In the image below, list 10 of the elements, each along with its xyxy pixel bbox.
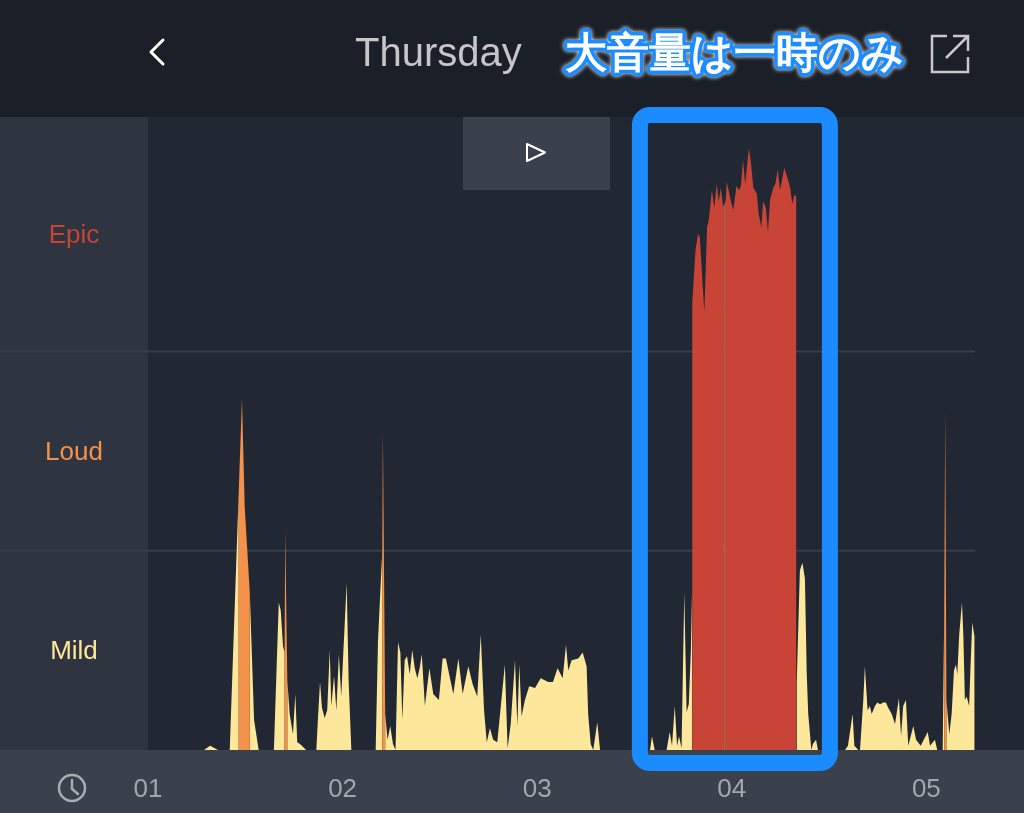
text: Epic — [48, 219, 100, 250]
x-tick-label: 05 — [911, 773, 941, 803]
x-tick-label: 02 — [328, 773, 358, 803]
text: Mild — [50, 635, 98, 666]
x-tick-label: 04 — [717, 773, 747, 803]
chart-title: Thursday — [355, 30, 522, 74]
x-tick-label: 01 — [133, 773, 163, 803]
text: Loud — [45, 436, 103, 467]
annotation: 大音量は一時のみ — [565, 27, 905, 77]
x-tick-label: 03 — [522, 773, 552, 803]
